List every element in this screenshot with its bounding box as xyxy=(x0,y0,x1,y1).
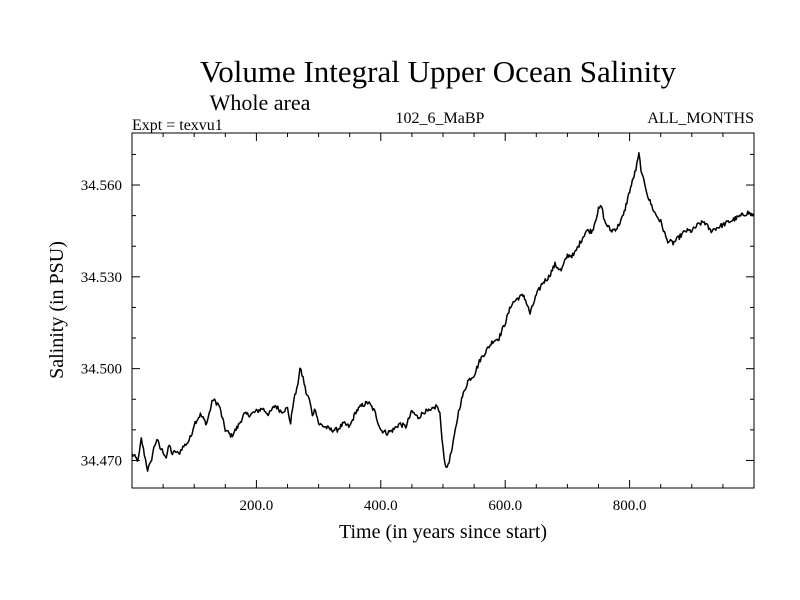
x-axis-label: Time (in years since start) xyxy=(339,521,547,543)
x-tick-label: 600.0 xyxy=(488,498,522,514)
plot-frame xyxy=(131,132,755,489)
months-label: ALL_MONTHS xyxy=(647,110,754,127)
chart-subtitle: Whole area xyxy=(210,90,311,115)
data-series xyxy=(131,151,755,472)
chart-title: Volume Integral Upper Ocean Salinity xyxy=(200,54,677,89)
x-tick-label: 400.0 xyxy=(364,498,398,514)
axis-ticks xyxy=(132,133,754,488)
expt-label: Expt = texvu1 xyxy=(132,117,223,134)
x-tick-label: 200.0 xyxy=(240,498,274,514)
y-axis-label: Salinity (in PSU) xyxy=(46,241,68,379)
x-tick-label: 800.0 xyxy=(613,498,647,514)
series-line xyxy=(131,151,755,472)
y-tick-label: 34.530 xyxy=(81,270,122,286)
period-label: 102_6_MaBP xyxy=(396,110,485,127)
tick-labels: 200.0 400.0 600.0 800.0 34.470 34.500 34.530 34… xyxy=(81,178,647,514)
y-tick-label: 34.560 xyxy=(81,178,122,194)
y-tick-label: 34.500 xyxy=(81,362,122,378)
y-tick-label: 34.470 xyxy=(81,453,122,469)
